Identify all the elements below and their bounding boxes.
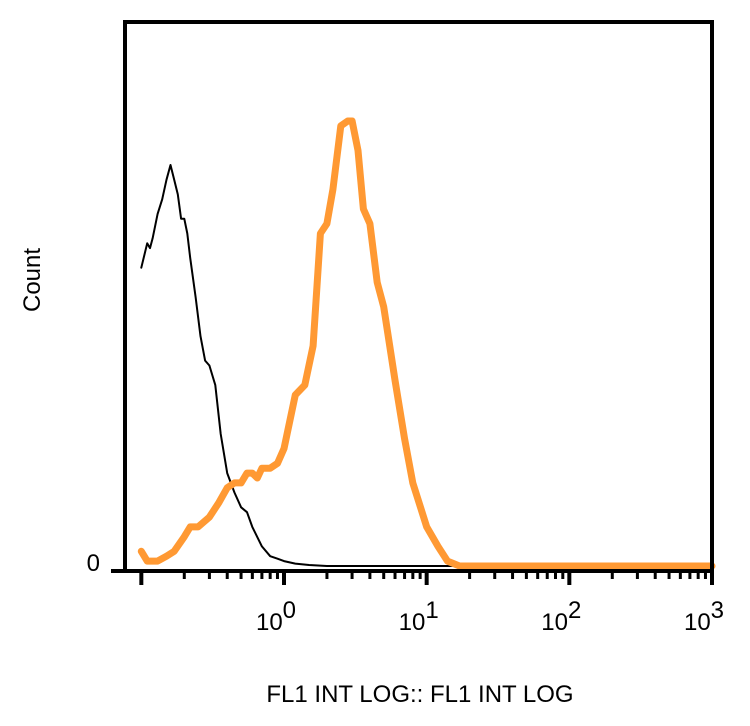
series-layer bbox=[137, 117, 716, 570]
x-tick-label: 103 bbox=[684, 597, 724, 636]
x-tick-label: 101 bbox=[399, 597, 439, 636]
x-axis: 100 101 102 103 bbox=[139, 571, 724, 636]
y-tick-label: 0 bbox=[87, 550, 100, 577]
y-axis-title: Count bbox=[19, 248, 46, 312]
x-tick-label: 102 bbox=[541, 597, 581, 636]
series-line-1 bbox=[140, 164, 713, 567]
x-axis-title: FL1 INT LOG:: FL1 INT LOG bbox=[266, 681, 573, 708]
y-axis: 0 bbox=[87, 550, 125, 577]
series-line-2 bbox=[137, 117, 716, 570]
x-tick-label: 100 bbox=[256, 597, 296, 636]
plot-frame bbox=[123, 20, 714, 573]
